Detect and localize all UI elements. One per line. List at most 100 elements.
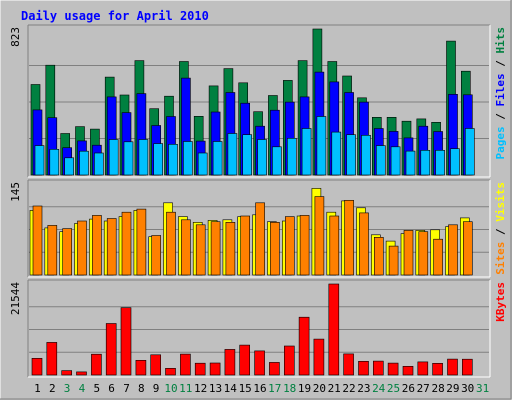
bar-pages-day-3 <box>64 157 74 176</box>
bar-sites-day-15 <box>240 215 250 276</box>
bar-kbytes-day-4 <box>76 371 87 376</box>
bar-kbytes-day-23 <box>358 360 369 376</box>
bar-pages-day-27 <box>420 150 431 176</box>
legend-part: / <box>494 107 507 127</box>
day-label-11: 11 <box>179 382 192 395</box>
bar-pages-day-18 <box>286 138 297 176</box>
bar-kbytes-day-21 <box>328 283 340 376</box>
bar-sites-day-28 <box>433 238 443 276</box>
bar-sites-day-8 <box>136 208 147 276</box>
bar-kbytes-day-14 <box>224 349 236 376</box>
day-label-14: 14 <box>224 382 238 395</box>
legend-part: Pages <box>494 126 507 159</box>
bar-sites-day-14 <box>225 222 236 276</box>
bar-kbytes-day-5 <box>91 353 102 376</box>
day-label-8: 8 <box>138 382 145 395</box>
bar-pages-day-25 <box>390 146 401 176</box>
bar-kbytes-day-17 <box>269 362 280 376</box>
bar-sites-day-25 <box>388 245 399 276</box>
bar-kbytes-day-7 <box>120 307 132 376</box>
panel-kbytes-ytick: 21544 <box>9 282 22 315</box>
bar-pages-day-9 <box>153 143 163 176</box>
bar-pages-day-10 <box>168 144 178 176</box>
day-label-10: 10 <box>164 382 177 395</box>
day-label-26: 26 <box>402 382 415 395</box>
day-label-6: 6 <box>108 382 115 395</box>
day-label-2: 2 <box>49 382 56 395</box>
bar-sites-day-7 <box>121 211 132 276</box>
day-label-16: 16 <box>253 382 266 395</box>
bar-sites-day-9 <box>151 235 161 276</box>
day-label-7: 7 <box>123 382 130 395</box>
bar-pages-day-8 <box>138 139 149 176</box>
series-sites <box>32 196 473 276</box>
bar-pages-day-23 <box>361 135 371 176</box>
bar-pages-day-4 <box>79 150 89 176</box>
day-label-13: 13 <box>209 382 222 395</box>
bar-sites-day-11 <box>181 219 191 276</box>
bar-pages-day-1 <box>34 145 45 176</box>
bar-sites-day-17 <box>270 222 280 276</box>
bar-sites-day-1 <box>32 205 43 276</box>
bar-pages-day-5 <box>94 152 104 176</box>
legend-part: Files <box>494 73 507 106</box>
legend-part: / <box>494 54 507 74</box>
bar-sites-day-18 <box>284 216 295 276</box>
bar-sites-day-24 <box>373 237 384 276</box>
bar-pages-day-13 <box>212 141 223 176</box>
bar-kbytes-day-19 <box>298 316 310 376</box>
bar-kbytes-day-29 <box>447 358 458 376</box>
day-label-22: 22 <box>342 382 355 395</box>
series-kbytes <box>31 283 473 376</box>
bar-kbytes-day-20 <box>313 338 325 376</box>
panel-visitors-legend: Sites / Visits <box>494 182 507 275</box>
day-label-3: 3 <box>64 382 71 395</box>
day-label-18: 18 <box>283 382 296 395</box>
bar-sites-day-23 <box>359 212 369 276</box>
bar-kbytes-day-22 <box>343 353 354 376</box>
bar-pages-day-2 <box>49 149 60 176</box>
day-label-31: 31 <box>476 382 489 395</box>
legend-part: Hits <box>494 27 507 54</box>
bar-kbytes-day-1 <box>31 357 43 376</box>
bar-kbytes-day-28 <box>432 362 443 376</box>
panel-kbytes-legend: KBytes <box>494 282 507 322</box>
day-label-12: 12 <box>194 382 207 395</box>
day-label-24: 24 <box>372 382 386 395</box>
bar-sites-day-12 <box>195 224 206 276</box>
bar-pages-day-15 <box>242 134 252 176</box>
legend-part: Visits <box>494 182 507 222</box>
bar-pages-day-19 <box>301 128 312 176</box>
bar-sites-day-5 <box>92 215 102 276</box>
bar-sites-day-19 <box>299 215 310 276</box>
bar-sites-day-6 <box>106 218 117 276</box>
day-label-5: 5 <box>93 382 100 395</box>
bar-sites-day-16 <box>255 202 265 276</box>
day-label-4: 4 <box>79 382 86 395</box>
day-label-30: 30 <box>461 382 474 395</box>
legend-part: Sites <box>494 242 507 275</box>
bar-kbytes-day-24 <box>372 360 384 376</box>
bar-pages-day-20 <box>316 116 327 176</box>
bar-sites-day-30 <box>462 221 473 276</box>
bar-kbytes-day-2 <box>46 342 58 376</box>
bar-pages-day-6 <box>108 139 119 176</box>
bar-kbytes-day-30 <box>461 358 473 376</box>
bar-pages-day-28 <box>435 150 445 176</box>
legend-part: KBytes <box>494 282 507 322</box>
bar-kbytes-day-13 <box>209 362 221 376</box>
bar-sites-day-10 <box>166 211 176 276</box>
bar-kbytes-day-15 <box>239 344 250 376</box>
bar-kbytes-day-26 <box>402 365 414 376</box>
day-label-19: 19 <box>298 382 311 395</box>
bar-sites-day-13 <box>210 221 221 276</box>
bar-pages-day-22 <box>346 134 356 176</box>
bar-kbytes-day-10 <box>165 367 176 376</box>
bar-kbytes-day-27 <box>417 361 429 376</box>
bar-kbytes-day-16 <box>254 350 265 376</box>
bar-pages-day-30 <box>464 128 475 176</box>
bar-pages-day-29 <box>450 148 460 176</box>
bar-pages-day-11 <box>183 141 193 176</box>
bar-kbytes-day-11 <box>180 353 191 376</box>
